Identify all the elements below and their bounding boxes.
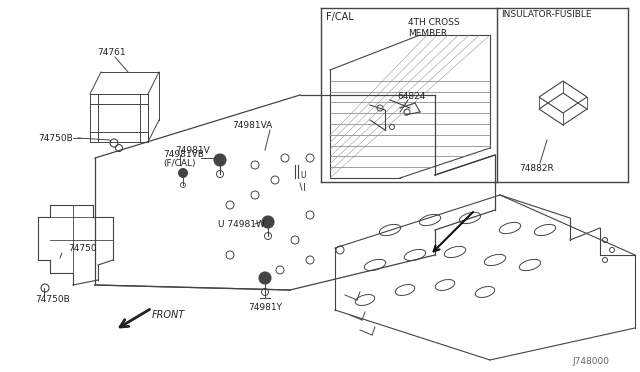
Text: 74981V: 74981V [175, 145, 210, 154]
Text: FRONT: FRONT [152, 310, 185, 320]
Text: 74981VB: 74981VB [163, 150, 204, 158]
Text: (F/CAL): (F/CAL) [163, 158, 195, 167]
Text: J748000: J748000 [572, 357, 609, 366]
Text: INSULATOR-FUSIBLE: INSULATOR-FUSIBLE [501, 10, 591, 19]
Text: 74981VA: 74981VA [232, 121, 272, 129]
Text: 4TH CROSS: 4TH CROSS [408, 17, 460, 26]
Text: 74750B: 74750B [35, 295, 70, 305]
Text: U: U [300, 170, 305, 180]
Circle shape [214, 154, 226, 166]
Text: F/CAL: F/CAL [326, 12, 354, 22]
Text: 64824: 64824 [397, 92, 426, 100]
Text: MEMBER: MEMBER [408, 29, 447, 38]
Text: 74750: 74750 [68, 244, 97, 253]
Text: 74882R: 74882R [519, 164, 554, 173]
Text: U 74981W: U 74981W [218, 219, 265, 228]
Text: 74981Y: 74981Y [248, 304, 282, 312]
Circle shape [259, 272, 271, 284]
Circle shape [179, 169, 188, 177]
Text: 74750B—: 74750B— [38, 134, 82, 142]
Circle shape [262, 216, 274, 228]
Text: 74761: 74761 [97, 48, 125, 57]
